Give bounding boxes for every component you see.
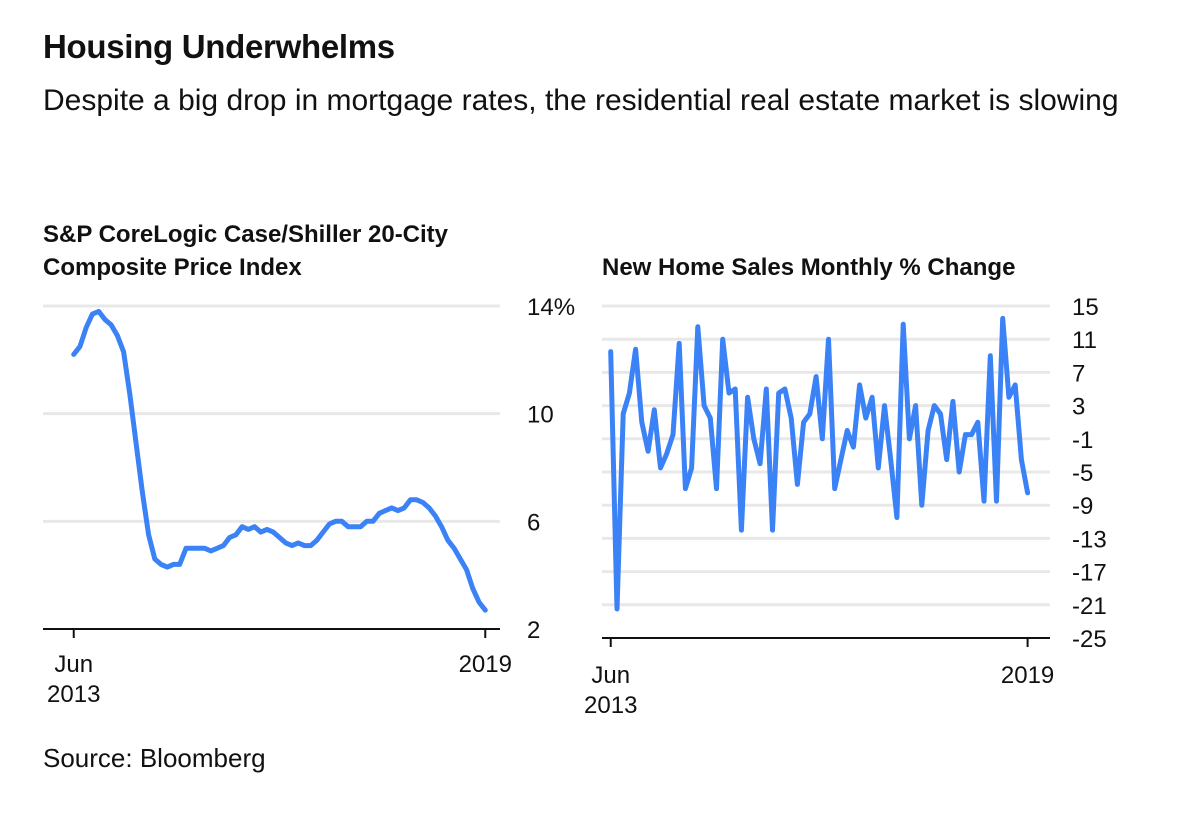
home-sales-x-tick-label: 2013 [584, 692, 637, 719]
price-index-y-tick-label: 2 [527, 617, 540, 644]
source-note: Source: Bloomberg [43, 743, 266, 773]
price-index-y-tick-label: 14% [527, 294, 575, 321]
home-sales-y-tick-label: -25 [1072, 626, 1107, 653]
chart-headline: Housing Underwhelms [43, 28, 395, 65]
price-index-y-tick-label: 10 [527, 402, 554, 429]
chart-subheadline: Despite a big drop in mortgage rates, th… [43, 84, 1119, 117]
home-sales-y-tick-label: -21 [1072, 593, 1107, 620]
home-sales-y-tick-label: -17 [1072, 560, 1107, 587]
home-sales-chart-title: New Home Sales Monthly % Change [602, 254, 1016, 281]
home-sales-y-tick-label: -13 [1072, 526, 1107, 553]
home-sales-y-tick-label: -1 [1072, 427, 1093, 454]
home-sales-y-tick-label: 11 [1072, 327, 1097, 354]
home-sales-x-tick-label: Jun [591, 662, 630, 689]
price-index-x-tick-label: 2013 [47, 681, 100, 708]
home-sales-series-line [608, 315, 1031, 612]
home-sales-y-tick-label: 15 [1072, 294, 1099, 321]
home-sales-y-tick-label: 3 [1072, 394, 1085, 421]
price-index-x-tick-label: 2019 [459, 651, 512, 678]
home-sales-y-tick-label: -5 [1072, 460, 1093, 487]
home-sales-y-tick-label: 7 [1072, 360, 1085, 387]
price-index-series-line [71, 308, 488, 613]
price-index-y-tick-label: 6 [527, 509, 540, 536]
price-index-chart-title: S&P CoreLogic Case/Shiller 20-City Compo… [43, 221, 449, 281]
home-sales-y-tick-label: -9 [1072, 493, 1093, 520]
home-sales-x-tick-label: 2019 [1001, 662, 1054, 689]
price-index-x-tick-label: Jun [54, 651, 93, 678]
